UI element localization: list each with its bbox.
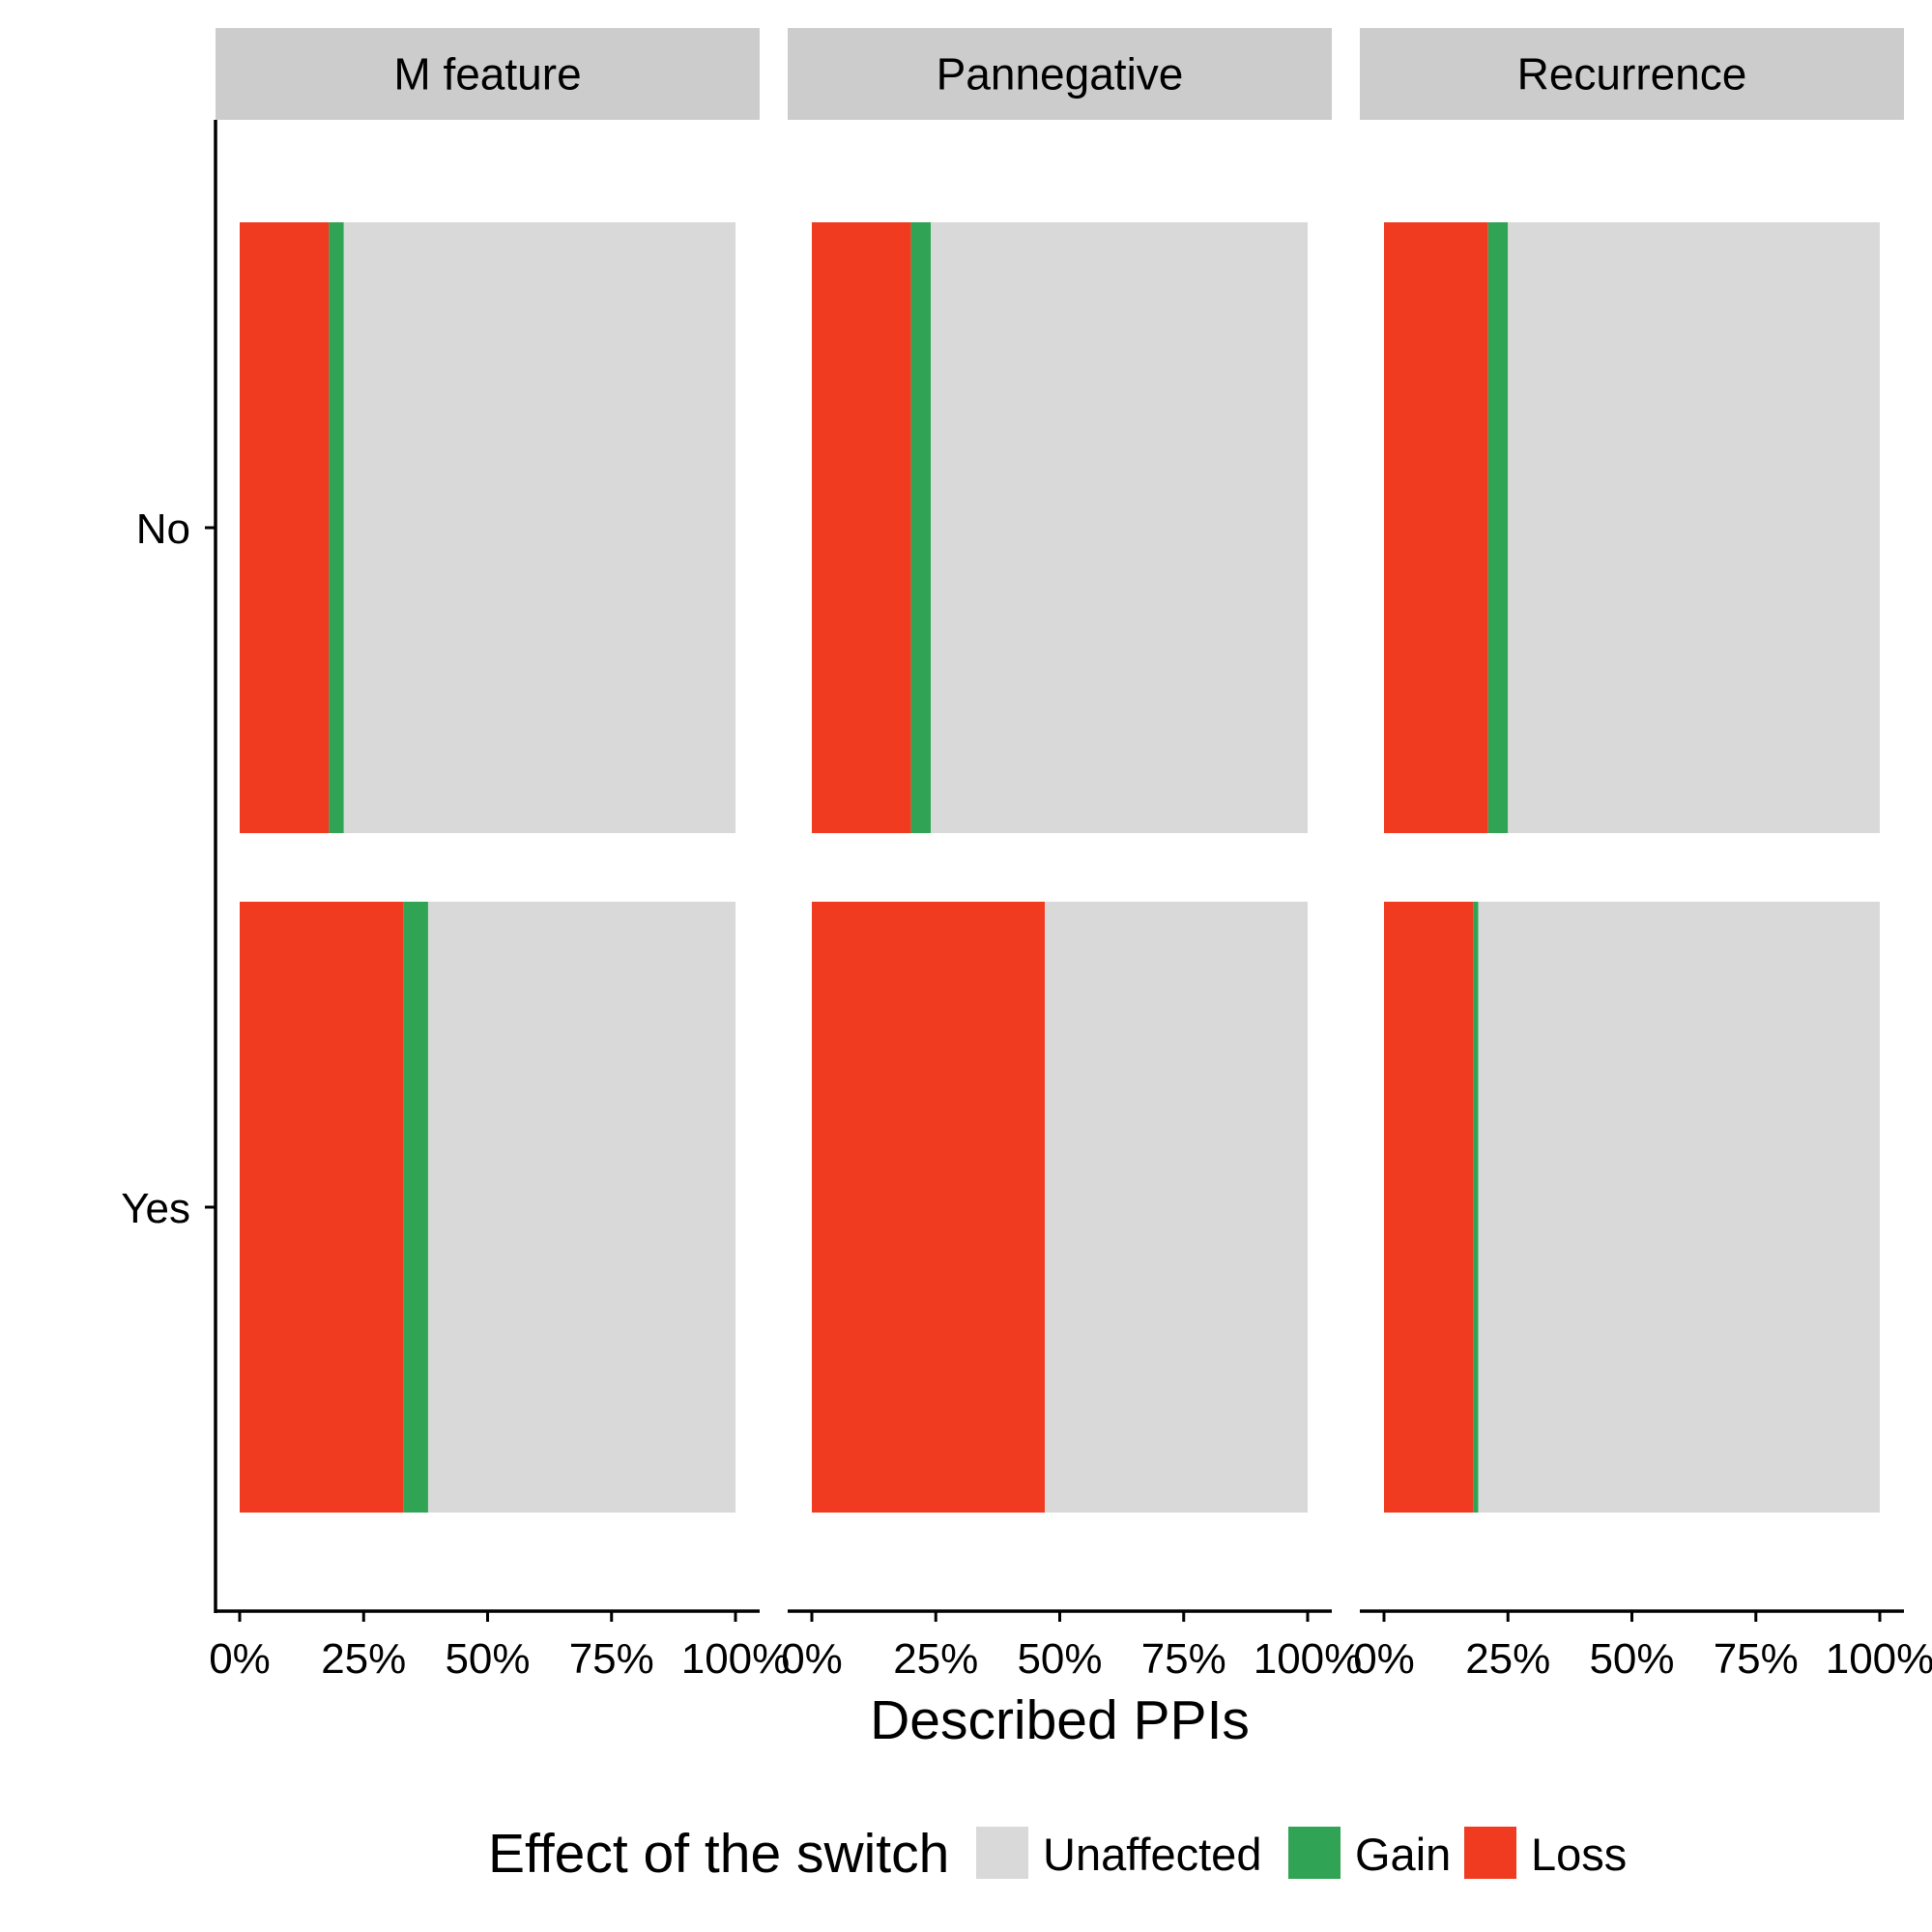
legend-title: Effect of the switch [488, 1823, 949, 1885]
x-tick-label: 75% [1141, 1635, 1226, 1683]
panel-m-feature: M feature 0% 25% 50% 75% 100% [209, 28, 790, 1683]
bar-segment-recurrence-yes-gain [1473, 902, 1479, 1513]
x-tick-label: 100% [1826, 1635, 1932, 1683]
x-tick-label: 25% [321, 1635, 406, 1683]
x-tick-label: 0% [781, 1635, 843, 1683]
x-tick-label: 50% [445, 1635, 530, 1683]
panel-recurrence: Recurrence 0% 25% 50% 75% 100% [1353, 28, 1932, 1683]
legend-label-loss: Loss [1531, 1829, 1627, 1880]
bar-segment-pannegative-yes-loss [812, 902, 1046, 1513]
x-tick-label: 75% [569, 1635, 654, 1683]
y-tick-label-yes: Yes [121, 1185, 190, 1232]
facet-panels: M feature 0% 25% 50% 75% 100% Pannegative 0% 25%… [209, 28, 1932, 1683]
x-tick-label: 100% [681, 1635, 791, 1683]
x-tick-label: 75% [1714, 1635, 1799, 1683]
panel-pannegative: Pannegative 0% 25% 50% 75% 100% [781, 28, 1362, 1683]
bar-segment-recurrence-yes-unaffected [1478, 902, 1880, 1513]
bar-segment-m-feature-yes-gain [403, 902, 428, 1513]
x-tick-label: 50% [1589, 1635, 1674, 1683]
bar-segment-m-feature-yes-unaffected [427, 902, 735, 1513]
bar-segment-pannegative-no-loss [812, 222, 911, 833]
legend-label-unaffected: Unaffected [1043, 1829, 1261, 1880]
bar-segment-m-feature-yes-loss [240, 902, 404, 1513]
legend-key-unaffected [976, 1827, 1028, 1879]
y-axis: No Yes [121, 120, 217, 1613]
x-tick-label: 25% [893, 1635, 978, 1683]
bar-segment-recurrence-no-loss [1384, 222, 1488, 833]
facet-strip-label: Recurrence [1517, 49, 1747, 100]
legend-key-gain [1288, 1827, 1341, 1879]
facet-strip [1360, 28, 1904, 120]
x-tick-label: 100% [1254, 1635, 1363, 1683]
bar-segment-recurrence-no-unaffected [1508, 222, 1880, 833]
bar-segment-recurrence-yes-loss [1384, 902, 1474, 1513]
facet-strip [216, 28, 760, 120]
x-tick-label: 50% [1017, 1635, 1102, 1683]
legend-label-gain: Gain [1355, 1829, 1451, 1880]
facet-strip [788, 28, 1332, 120]
legend-key-loss [1464, 1827, 1516, 1879]
x-tick-label: 0% [1353, 1635, 1415, 1683]
legend: Effect of the switch Unaffected Gain Loss [488, 1823, 1627, 1885]
bar-segment-recurrence-no-gain [1487, 222, 1509, 833]
y-tick-label-no: No [136, 505, 190, 553]
bar-segment-m-feature-no-gain [329, 222, 344, 833]
x-axis-title: Described PPIs [870, 1689, 1250, 1751]
bar-segment-m-feature-no-unaffected [343, 222, 735, 833]
bar-segment-pannegative-no-gain [910, 222, 932, 833]
bar-segment-pannegative-yes-unaffected [1045, 902, 1308, 1513]
x-tick-label: 25% [1465, 1635, 1550, 1683]
x-tick-label: 0% [209, 1635, 271, 1683]
facet-strip-label: M feature [393, 49, 581, 100]
facet-strip-label: Pannegative [937, 49, 1184, 100]
bar-segment-pannegative-no-unaffected [931, 222, 1308, 833]
bar-segment-m-feature-no-loss [240, 222, 330, 833]
legend-items: Unaffected Gain Loss [976, 1827, 1627, 1880]
